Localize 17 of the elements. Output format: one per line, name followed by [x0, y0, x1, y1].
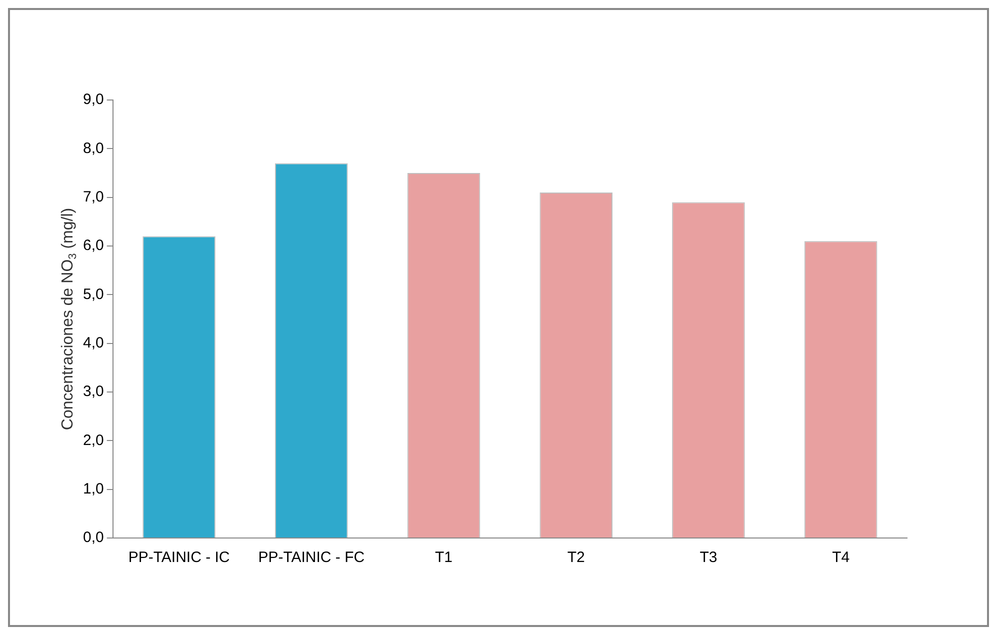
y-tick-label: 4,0 — [82, 334, 104, 352]
x-tick-label: PP-TAINIC - IC — [128, 549, 230, 566]
x-tick-label: T1 — [434, 549, 453, 566]
y-tick-label: 8,0 — [82, 140, 104, 157]
y-tick-label: 1,0 — [82, 480, 104, 498]
y-tick-label: 0,0 — [82, 529, 104, 546]
y-tick-label: 6,0 — [82, 237, 104, 254]
x-tick-label: T4 — [832, 549, 850, 566]
y-tick-label: 3,0 — [82, 383, 104, 400]
y-tick-label: 5,0 — [82, 286, 104, 303]
x-tick-label: T2 — [567, 549, 585, 566]
y-axis-title: Concentraciones de NO3 (mg/l) — [59, 208, 80, 430]
y-tick-label: 9,0 — [82, 91, 104, 108]
x-tick-label: PP-TAINIC - FC — [258, 549, 365, 566]
y-tick-label: 7,0 — [82, 188, 104, 206]
x-tick-label: T3 — [700, 549, 718, 566]
y-tick-label: 2,0 — [82, 432, 104, 449]
